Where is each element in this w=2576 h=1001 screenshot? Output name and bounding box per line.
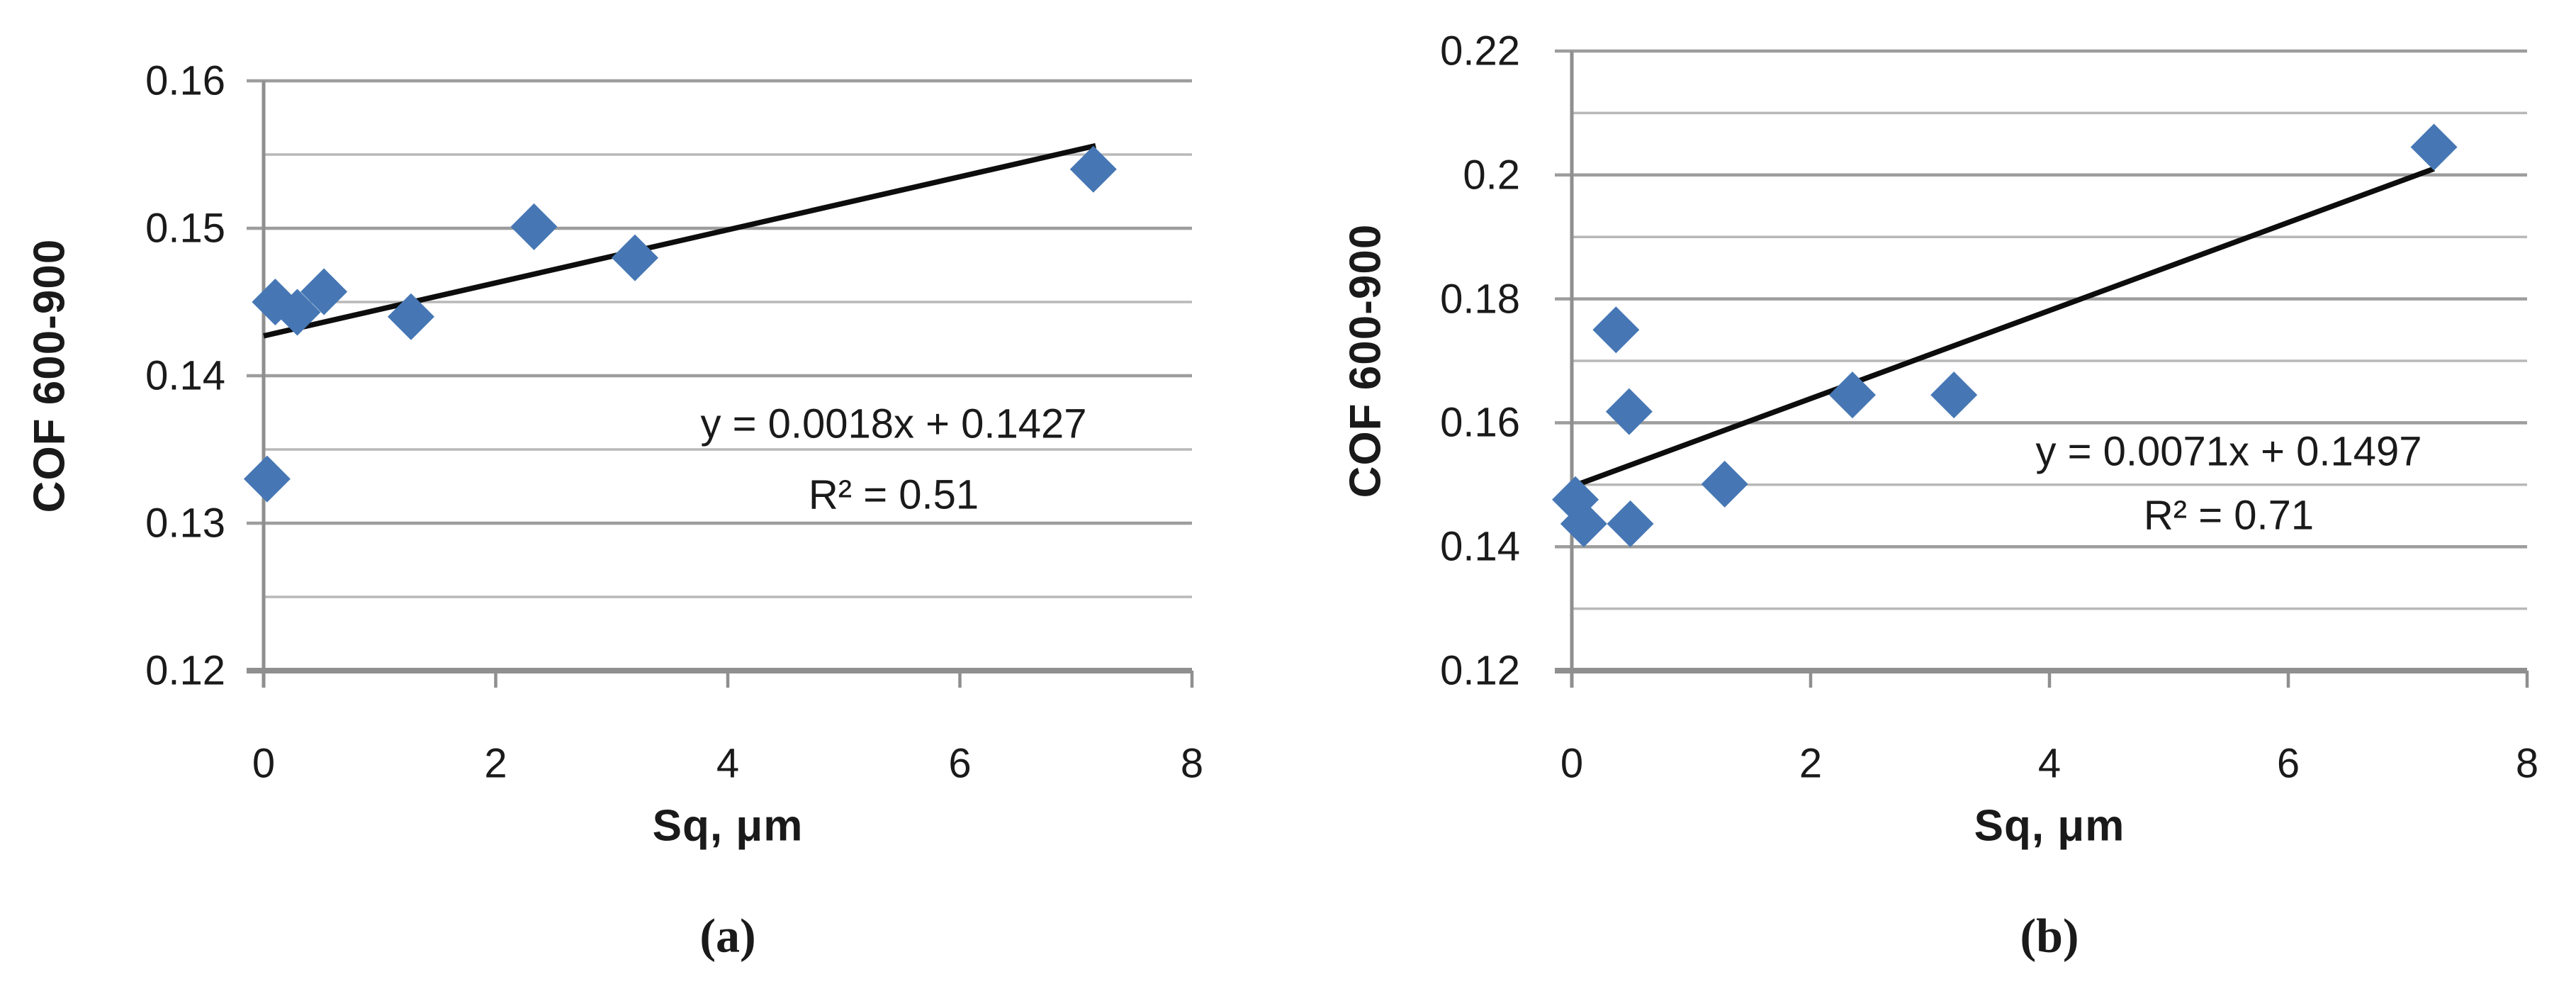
x-axis-title-b: Sq, μm xyxy=(1974,801,2125,851)
x-axis-tick-label-a: 2 xyxy=(484,740,507,787)
x-axis-tick-label-b: 2 xyxy=(1799,740,1823,787)
data-point-diamond-b xyxy=(1607,500,1654,547)
data-point-diamond-a xyxy=(1069,145,1117,193)
data-point-diamond-a xyxy=(612,234,658,281)
data-point-diamond-b xyxy=(1605,388,1653,435)
y-axis-tick-label-b: 0.2 xyxy=(1463,152,1520,198)
y-axis-tick-label-b: 0.22 xyxy=(1440,28,1520,74)
x-axis-tick-label-b: 8 xyxy=(2515,740,2539,787)
x-axis-title-a: Sq, μm xyxy=(652,801,804,851)
trendline-equation-a: y = 0.0018x + 0.1427 xyxy=(700,401,1087,447)
y-axis-title-a: COF 600-900 xyxy=(25,238,74,513)
data-point-diamond-a xyxy=(510,203,558,250)
x-axis-tick-label-b: 4 xyxy=(2037,740,2062,787)
panel-label-a: (a) xyxy=(699,908,756,963)
y-axis-title-b: COF 600-900 xyxy=(1341,223,1390,498)
data-point-diamond-a xyxy=(300,268,348,315)
panel-label-b: (b) xyxy=(2020,908,2079,963)
trendline-b xyxy=(1570,166,2435,489)
x-axis-tick-label-a: 8 xyxy=(1180,740,1204,787)
x-axis-tick-label-a: 4 xyxy=(716,740,740,787)
data-point-diamond-b xyxy=(1828,371,1876,419)
data-point-diamond-a xyxy=(387,293,434,340)
trendline-equation-b: y = 0.0071x + 0.1497 xyxy=(2035,428,2422,475)
y-axis-tick-label-b: 0.14 xyxy=(1440,523,1520,570)
y-axis-tick-label-a: 0.12 xyxy=(145,647,225,694)
x-axis-tick-label-a: 6 xyxy=(948,740,972,787)
data-point-diamond-a xyxy=(274,289,321,336)
y-axis-tick-label-a: 0.15 xyxy=(145,205,225,252)
data-point-diamond-b xyxy=(2410,123,2458,171)
data-point-diamond-b xyxy=(1701,460,1748,508)
data-point-diamond-b xyxy=(1560,500,1607,547)
x-axis-tick-label-a: 0 xyxy=(252,740,276,787)
y-axis-tick-label-a: 0.14 xyxy=(145,352,225,399)
trendline-a xyxy=(263,142,1096,339)
data-point-diamond-b xyxy=(1592,306,1640,354)
data-point-diamond-b xyxy=(1930,371,1978,419)
y-axis-tick-label-b: 0.18 xyxy=(1440,276,1520,323)
y-axis-tick-label-b: 0.16 xyxy=(1440,399,1520,446)
r-squared-b: R² = 0.71 xyxy=(2143,492,2315,539)
r-squared-a: R² = 0.51 xyxy=(808,471,979,518)
data-point-diamond-a xyxy=(243,455,291,503)
y-axis-tick-label-a: 0.13 xyxy=(145,500,225,547)
x-axis-tick-label-b: 0 xyxy=(1560,740,1584,787)
x-axis-tick-label-b: 6 xyxy=(2276,740,2300,787)
y-axis-tick-label-a: 0.16 xyxy=(145,57,225,104)
y-axis-tick-label-b: 0.12 xyxy=(1440,647,1520,694)
